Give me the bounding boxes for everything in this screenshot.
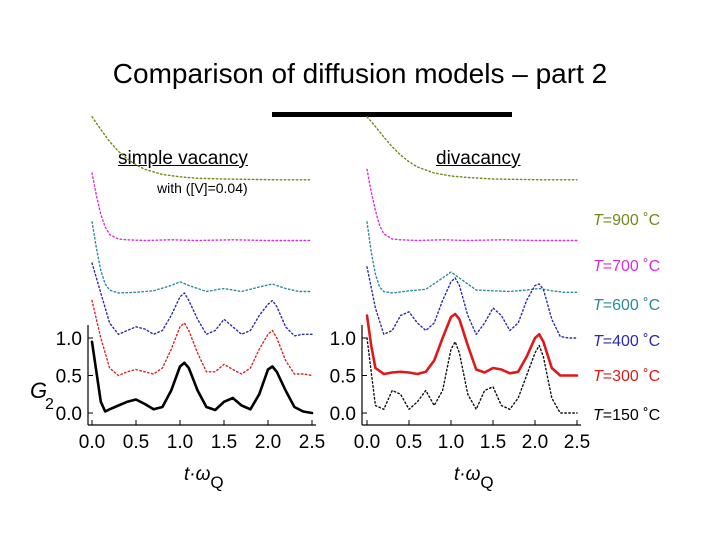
panel-0-x-tick-label: 1.0 [167,432,193,453]
panel-0-x-tick-label: 2.5 [299,432,325,453]
panel-0-series-line-0 [91,116,313,181]
legend-label-0: T=900 ˚C [593,212,660,229]
panel-1-series-line-0 [366,116,578,181]
left-panel-subtitle: with ([V]=0.04) [157,180,248,196]
panel-1-x-tick-label: 1.5 [480,432,506,453]
legend-label-1: T=700 ˚C [593,258,660,275]
legend-label-2: T=600 ˚C [593,297,660,314]
panel-1-x-tick-label: 2.5 [564,432,590,453]
panel-1-x-axis-label: t·ωQ [454,464,494,492]
left-y-axis-label-subscript: 2 [45,396,54,413]
panel-0-series-line-2 [91,221,313,294]
panel-0-x-tick-label: 1.5 [211,432,237,453]
panel-1-x-tick-label: 0.0 [354,432,380,453]
panel-0-x-tick-label: 0.0 [79,432,105,453]
slide-title: Comparison of diffusion models – part 2 [112,58,608,89]
panel-0-x-tick-label: 2.0 [255,432,281,453]
panel-0-y-tick-label: 1.0 [56,329,82,350]
panel-1-series-line-4 [365,312,579,377]
panel-1-y-tick-label: 0.0 [330,404,356,425]
panel-1-series-line-1 [366,168,578,242]
left-panel-title: simple vacancy [118,148,248,169]
panel-0-series-line-4 [91,299,313,377]
panel-0-x-axis-label: t·ωQ [184,464,224,492]
panel-1-x-tick-label: 2.0 [522,432,548,453]
panel-0-x-tick-label: 0.5 [123,432,149,453]
title-underline-bar [272,112,512,117]
panel-1-series-line-3 [366,266,578,339]
panel-1-series-line-2 [366,221,578,294]
panel-1-x-tick-label: 1.0 [438,432,464,453]
panel-0-series-line-5 [90,340,314,415]
panel-0-y-tick-label: 0.5 [56,367,82,388]
panel-1-x-tick-label: 0.5 [396,432,422,453]
panel-1-y-tick-label: 0.5 [330,367,356,388]
legend-label-3: T=400 ˚C [593,333,660,350]
panel-0-series-line-3 [91,262,313,337]
panel-1-series-line-5 [366,337,578,414]
panel-0-y-tick-label: 0.0 [56,404,82,425]
legend-label-4: T=300 ˚C [593,368,660,385]
left-y-axis-label: G [30,378,47,403]
right-panel-title: divacancy [436,148,521,169]
panel-0-series-line-1 [91,172,313,242]
panel-1-y-tick-label: 1.0 [330,329,356,350]
legend-label-5: T=150 ˚C [593,407,660,424]
